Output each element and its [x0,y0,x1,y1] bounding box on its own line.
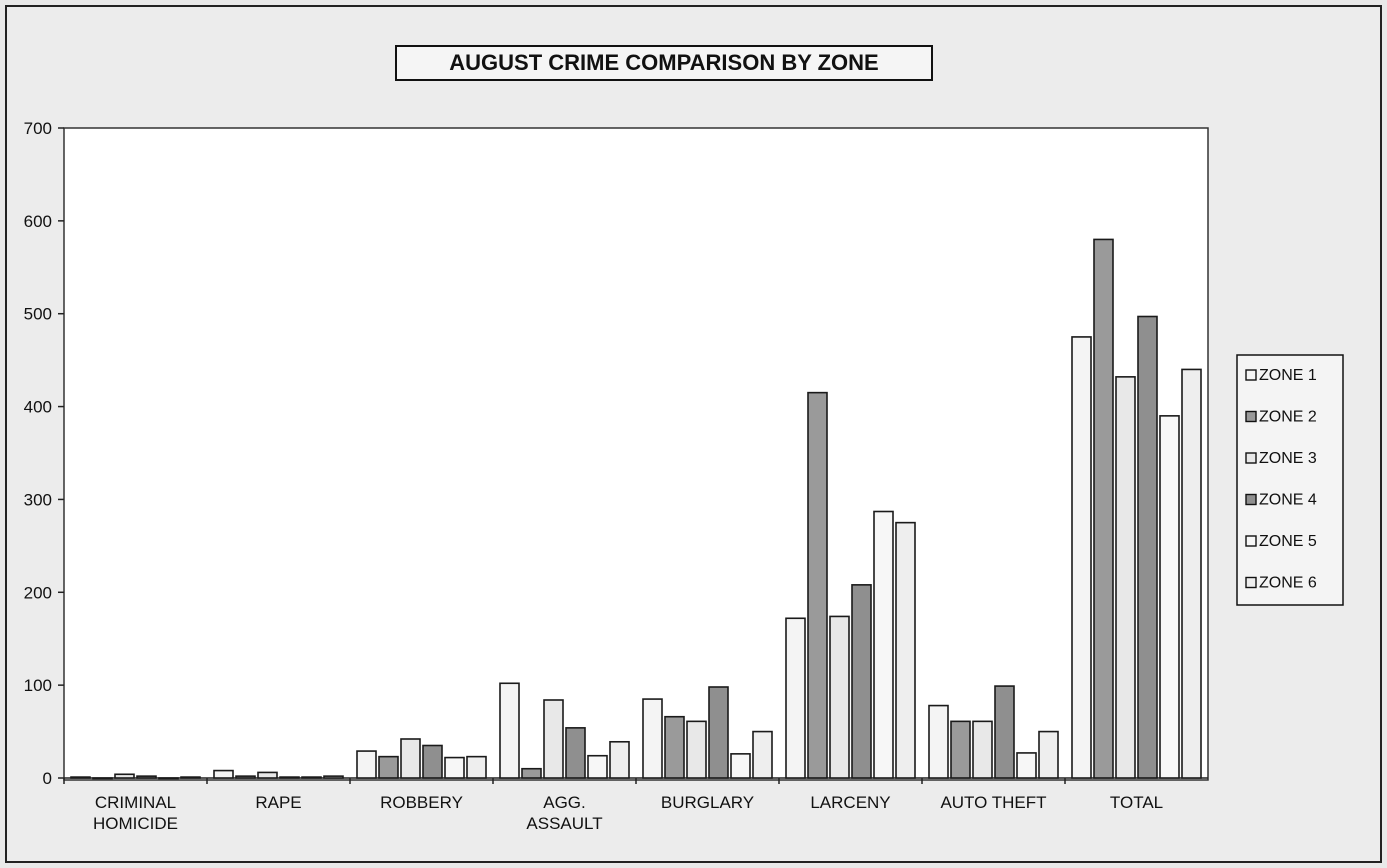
legend-label: ZONE 3 [1259,450,1317,467]
axes: 0 100 200 300 400 500 600 700 CRIMINAL HOMICIDE RA… [24,119,1208,833]
bar-zone-4 [708,686,729,779]
bar-zone-6 [466,755,487,779]
y-tick-label: 200 [24,583,52,602]
bar-zone-3 [972,720,993,779]
bar-zone-4 [565,727,586,779]
bar-zone-4 [422,744,443,779]
bar-zone-5 [158,777,179,780]
x-tick-label: TOTAL [1110,793,1163,812]
legend-swatch [1245,535,1257,547]
y-tick-label: 300 [24,490,52,509]
y-tick-label: 100 [24,676,52,695]
legend-swatch [1245,576,1257,589]
bar-zone-5 [587,754,608,779]
bar-zone-5 [1159,415,1180,779]
x-tick-label: AGG. ASSAULT [526,793,602,833]
bar-zone-4 [851,584,872,779]
legend-swatch [1245,369,1257,381]
legend-swatch [1245,452,1257,464]
bar-zone-1 [70,776,91,779]
x-tick-label: AUTO THEFT [940,793,1046,812]
bar-zone-6 [180,776,201,779]
bar-zone-6 [752,730,773,779]
bar-zone-2 [807,391,828,779]
legend-label: ZONE 6 [1259,575,1317,592]
legend-items: ZONE 1 ZONE 2 ZONE 3 ZONE 4 ZONE 5 ZONE 6 [1245,367,1317,592]
y-tick-label: 400 [24,398,52,417]
bar-zone-6 [1038,730,1059,779]
x-tick-label: LARCENY [810,793,890,812]
y-tick-label: 700 [24,119,52,138]
bar-zone-5 [1016,752,1037,779]
chart-title: AUGUST CRIME COMPARISON BY ZONE [449,50,878,75]
bar-zone-1 [499,682,520,779]
bar-zone-3 [114,773,135,779]
bar-zone-1 [928,704,949,779]
bar-zone-3 [686,720,707,779]
y-tick-label: 600 [24,212,52,231]
bar-zone-4 [136,775,157,779]
bar-zone-1 [356,750,377,779]
bar-zone-2 [1093,238,1114,779]
bar-zone-4 [994,685,1015,779]
bar-zone-2 [92,777,113,780]
legend-swatch [1245,410,1257,423]
bar-zone-1 [1071,336,1092,779]
bar-zone-4 [1137,315,1158,779]
plot-area [63,127,1209,781]
legend-swatch [1245,493,1257,506]
title-box [395,45,933,81]
bar-zone-6 [609,740,630,779]
bar-zone-3 [257,771,278,779]
bar-zone-1 [785,617,806,779]
bar-zone-4 [279,776,300,779]
legend-label: ZONE 4 [1259,492,1317,509]
x-tick-label: CRIMINAL HOMICIDE [93,793,178,833]
legend-label: ZONE 2 [1259,409,1317,426]
bar-zone-3 [829,615,850,779]
bar-zone-3 [543,699,564,779]
bar-zone-6 [1181,368,1202,779]
x-tick-label: RAPE [255,793,301,812]
bar-zone-2 [235,775,256,779]
bar-zone-2 [950,720,971,779]
y-tick-label: 0 [43,769,52,788]
bar-zone-2 [378,755,399,779]
bars [70,238,1202,780]
bar-zone-6 [323,775,344,779]
legend [1236,354,1344,606]
bar-zone-1 [642,698,663,779]
bar-zone-5 [301,776,322,779]
bar-zone-5 [730,753,751,779]
bar-zone-5 [444,756,465,779]
bar-zone-5 [873,510,894,779]
x-tick-label: ROBBERY [380,793,463,812]
y-tick-label: 500 [24,305,52,324]
bar-zone-3 [400,738,421,779]
bar-zone-2 [664,715,685,779]
x-tick-label: BURGLARY [661,793,754,812]
bar-zone-2 [521,767,542,779]
bar-zone-6 [895,521,916,779]
bar-zone-3 [1115,376,1136,779]
legend-label: ZONE 1 [1259,367,1317,384]
legend-label: ZONE 5 [1259,533,1317,550]
bar-zone-1 [213,769,234,779]
